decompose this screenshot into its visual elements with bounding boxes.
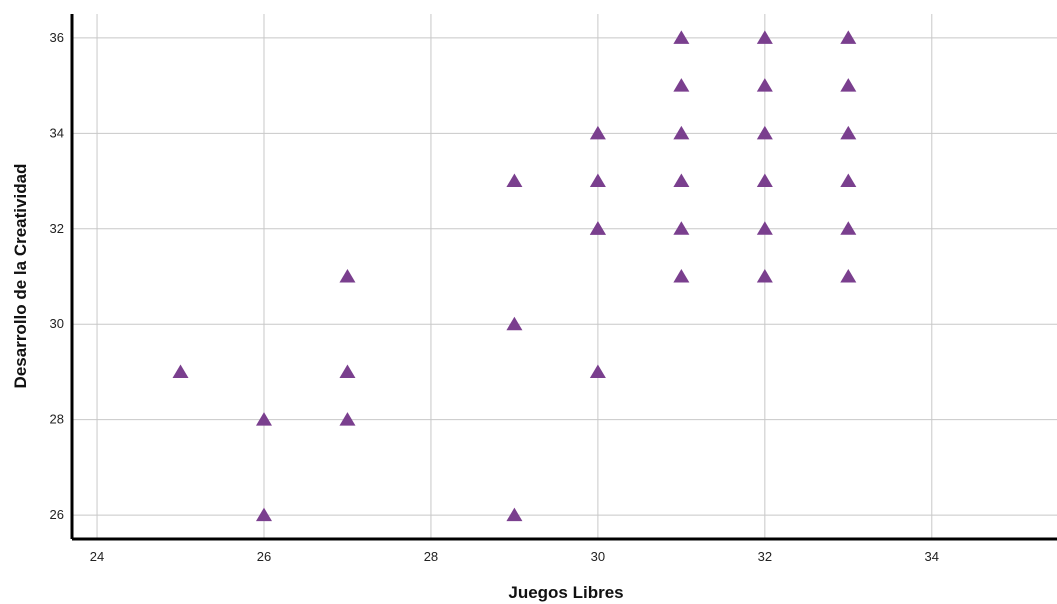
scatter-point — [756, 173, 773, 188]
y-tick-label: 26 — [50, 507, 64, 522]
scatter-point — [756, 30, 773, 44]
scatter-point — [506, 507, 523, 522]
x-tick-label: 32 — [758, 549, 772, 564]
scatter-point — [339, 269, 356, 283]
x-tick-label: 24 — [90, 549, 104, 564]
scatter-point — [339, 412, 356, 426]
scatter-point — [673, 269, 690, 283]
scatter-point — [589, 125, 606, 140]
x-axis-title: Juegos Libres — [508, 583, 623, 602]
grid-lines — [72, 14, 1057, 539]
scatter-point — [673, 221, 690, 235]
scatter-point — [673, 173, 690, 188]
scatter-point — [506, 316, 523, 331]
y-axis-title: Desarrollo de la Creatividad — [11, 164, 30, 389]
scatter-point — [840, 125, 857, 140]
x-tick-label: 26 — [257, 549, 271, 564]
scatter-point — [756, 78, 773, 92]
scatter-point — [673, 125, 690, 140]
scatter-point — [339, 364, 356, 378]
scatter-point — [673, 30, 690, 44]
y-tick-label: 36 — [50, 30, 64, 45]
x-tick-label: 30 — [591, 549, 605, 564]
scatter-point — [756, 125, 773, 140]
y-tick-label: 34 — [50, 125, 64, 140]
scatter-point — [840, 78, 857, 92]
scatter-point — [840, 269, 857, 283]
y-tick-label: 32 — [50, 221, 64, 236]
scatter-point — [255, 412, 272, 426]
scatter-point — [840, 221, 857, 235]
scatter-point — [840, 30, 857, 44]
scatter-point — [840, 173, 857, 188]
scatter-point — [506, 173, 523, 188]
scatter-point — [589, 173, 606, 188]
x-tick-label: 28 — [424, 549, 438, 564]
y-tick-label: 30 — [50, 316, 64, 331]
data-points — [172, 30, 857, 522]
scatter-point — [673, 78, 690, 92]
y-tick-labels: 26 28 30 32 34 36 — [50, 30, 64, 522]
scatter-point — [589, 364, 606, 378]
scatter-point — [589, 221, 606, 235]
axes — [70, 14, 1057, 541]
y-tick-label: 28 — [50, 412, 64, 427]
scatter-point — [255, 507, 272, 522]
scatter-point — [756, 221, 773, 235]
scatter-point — [172, 364, 189, 378]
scatter-point — [756, 269, 773, 283]
x-tick-labels: 24 26 28 30 32 34 — [90, 549, 939, 564]
x-tick-label: 34 — [925, 549, 939, 564]
